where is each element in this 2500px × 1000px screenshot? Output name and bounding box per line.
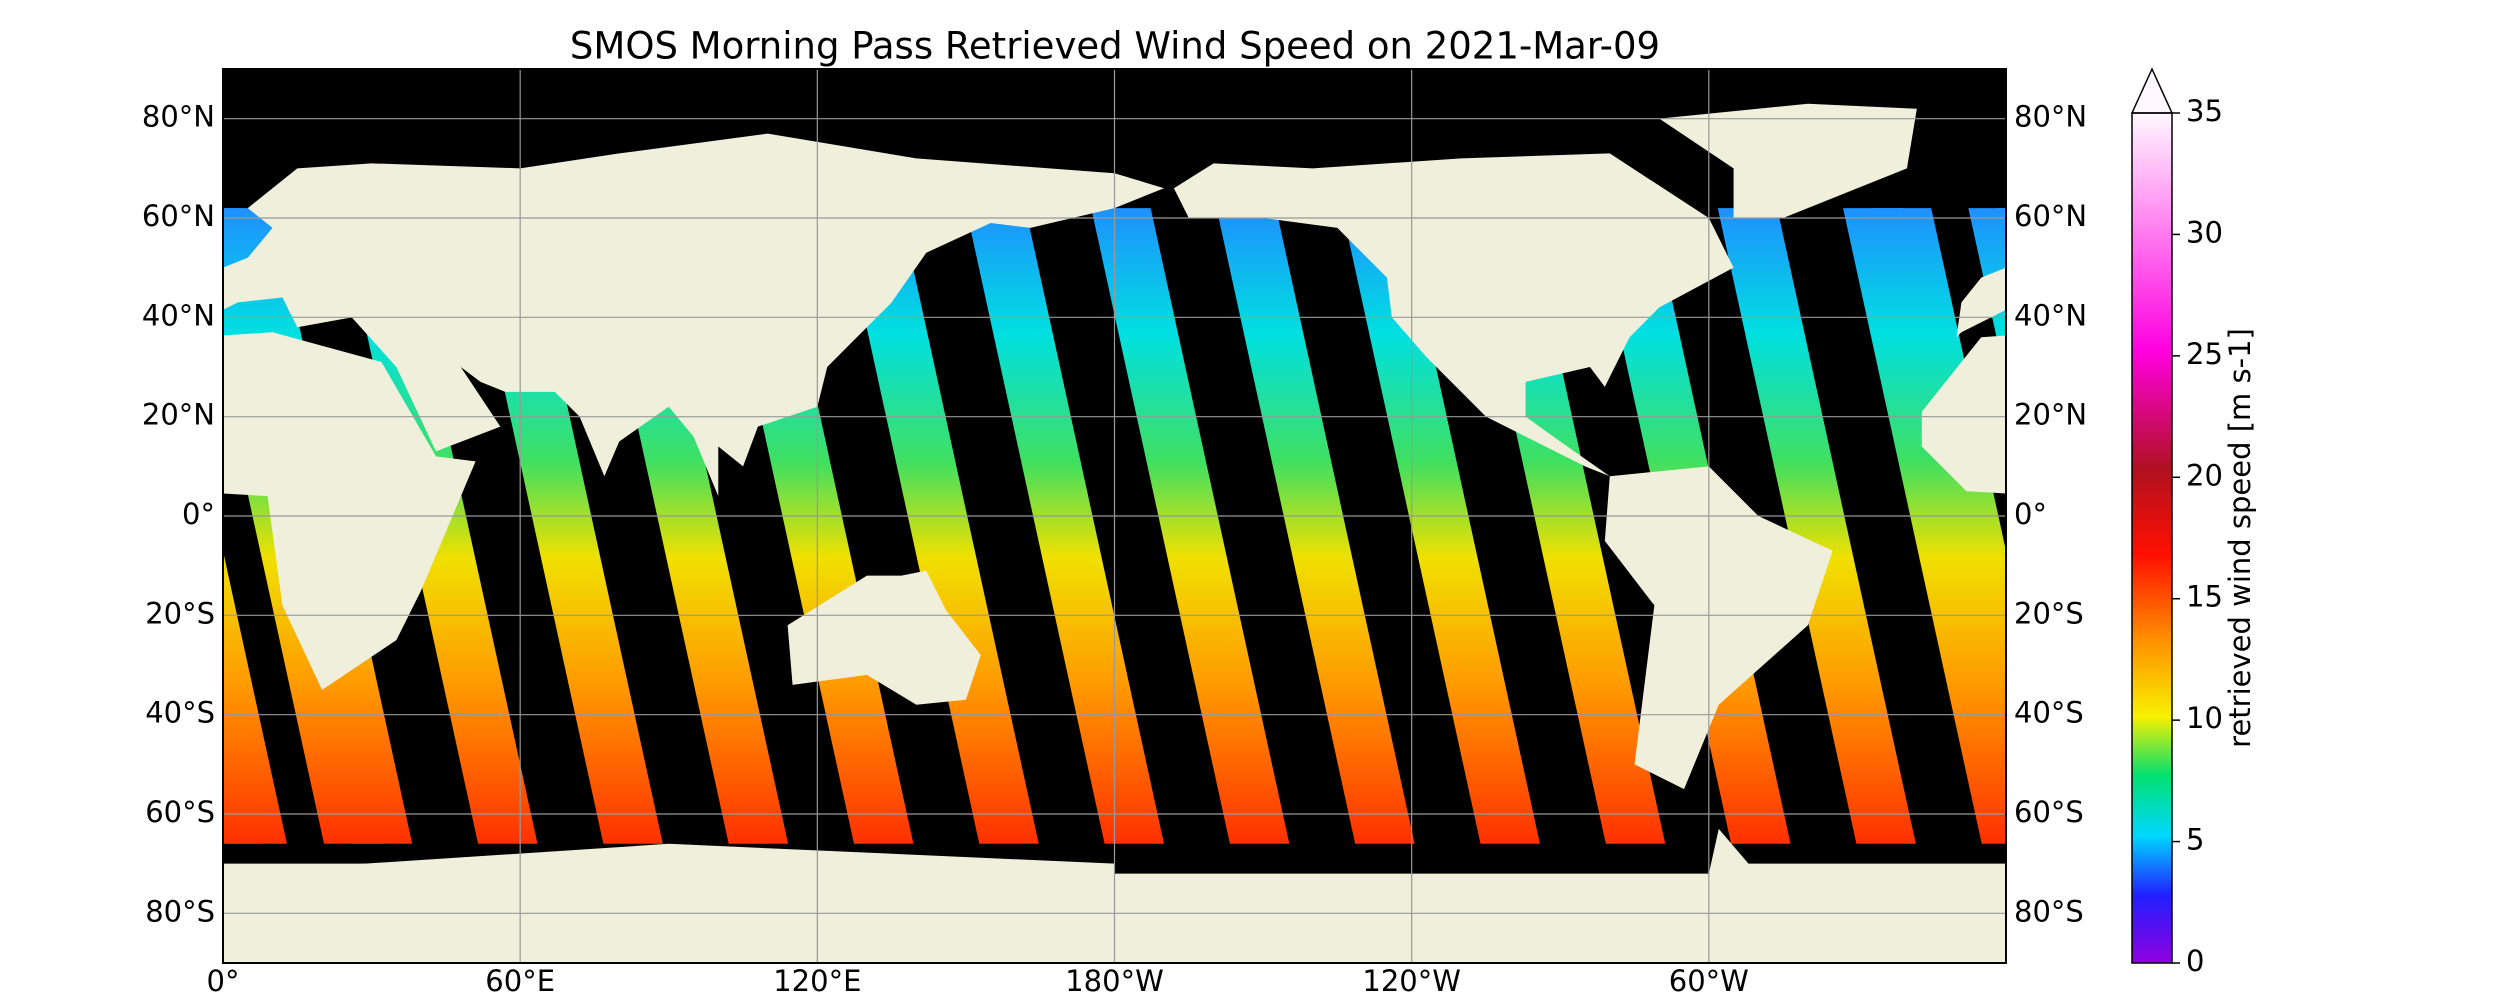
swath: [1341, 208, 1540, 844]
lon-tick-label: 0°: [207, 964, 240, 998]
lat-tick-label: 40°N: [142, 298, 215, 332]
landmass: [787, 570, 981, 705]
colorbar-tick-label: 20: [2186, 458, 2223, 492]
landmass: [1996, 872, 2006, 963]
lat-tick-label-right: 60°N: [2014, 199, 2087, 233]
lat-tick-label: 60°S: [145, 795, 215, 829]
lon-tick-label: 60°E: [485, 964, 555, 998]
landmass: [1956, 267, 2006, 338]
lat-tick-label: 0°: [182, 497, 215, 531]
lat-tick-label-right: 60°S: [2014, 795, 2084, 829]
lat-tick-label: 80°N: [142, 100, 215, 134]
lat-tick-label-right: 40°S: [2014, 696, 2084, 730]
colorbar-tick-label: 25: [2186, 337, 2223, 371]
swath: [1843, 208, 2006, 844]
lat-tick-label-right: 80°S: [2014, 894, 2084, 928]
landmass: [0, 466, 50, 789]
colorbar: retrieved wind speed [m s-1] 0 5 10 15 20 25 3…: [2130, 67, 2257, 978]
landmass: [1604, 466, 1833, 790]
landmass: [0, 104, 134, 218]
lon-tick-label: 180°W: [1065, 964, 1164, 998]
swath: [840, 208, 1039, 844]
lat-tick-label-right: 40°N: [2014, 298, 2087, 332]
landmass: [1921, 335, 2006, 494]
landmass: [1659, 103, 1917, 218]
colorbar-extend: [2130, 67, 2174, 114]
lon-tick-label: 120°W: [1362, 964, 1461, 998]
swath: [2373, 208, 2500, 844]
lat-tick-label: 20°S: [145, 596, 215, 630]
landmass: [223, 843, 1115, 963]
lat-tick-label: 60°N: [142, 199, 215, 233]
colorbar-tick-label: 15: [2186, 580, 2223, 614]
lat-tick-label-right: 80°N: [2014, 100, 2087, 134]
colorbar-tick-label: 5: [2186, 823, 2204, 857]
swath: [0, 208, 8, 844]
swath: [1216, 208, 1415, 844]
swath: [2248, 208, 2446, 844]
landmass: [1114, 828, 2006, 963]
colorbar-label: retrieved wind speed [m s-1]: [2223, 328, 2257, 748]
lon-tick-label: 120°E: [773, 964, 861, 998]
swath: [1091, 208, 1290, 844]
landmass: [223, 133, 1165, 497]
swath: [1717, 208, 1916, 844]
lon-tick-label: 60°W: [1669, 964, 1749, 998]
landmass: [223, 332, 476, 690]
colorbar-frame: [2131, 112, 2173, 964]
swath: [0, 208, 133, 844]
lat-tick-label-right: 20°N: [2014, 398, 2087, 432]
lat-tick-label: 80°S: [145, 894, 215, 928]
map-frame: [222, 68, 2007, 964]
colorbar-tick-label: 35: [2186, 94, 2223, 128]
lat-tick-label: 20°N: [142, 398, 215, 432]
colorbar-tick-label: 10: [2186, 701, 2223, 735]
swath: [223, 682, 259, 844]
lat-tick-label-right: 0°: [2014, 497, 2047, 531]
title: SMOS Morning Pass Retrieved Wind Speed o…: [570, 25, 1660, 68]
colorbar-tick-label: 30: [2186, 215, 2223, 249]
lat-tick-label-right: 20°S: [2014, 596, 2084, 630]
lat-tick-label: 40°S: [145, 696, 215, 730]
colorbar-ramp: [2132, 113, 2172, 963]
colorbar-tick-label: 0: [2186, 944, 2204, 978]
landmass: [1173, 153, 1734, 477]
